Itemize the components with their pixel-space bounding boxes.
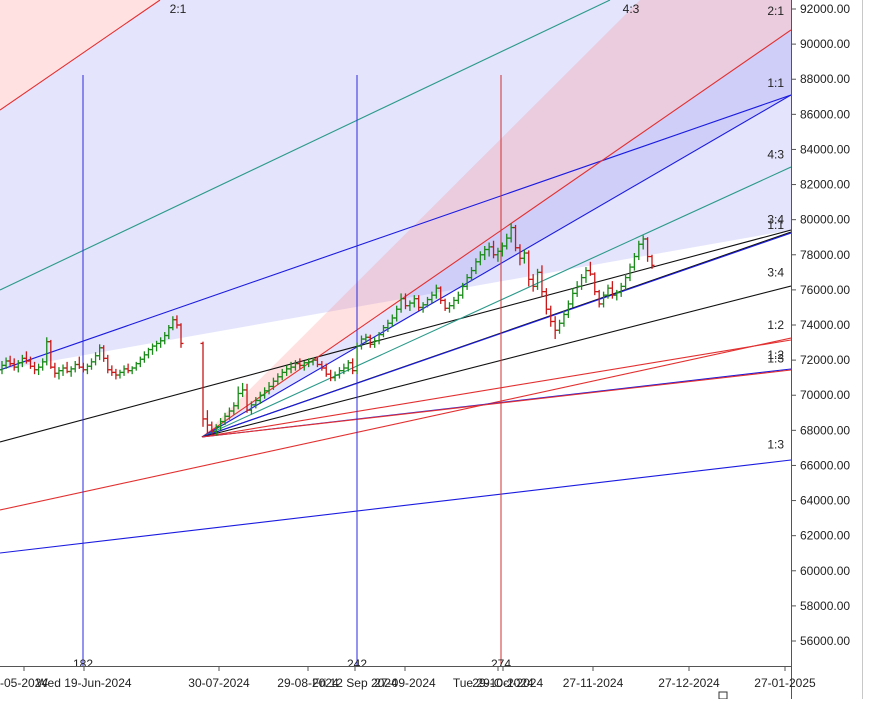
fan-ratio-label: 1:3 — [767, 437, 784, 451]
fan-ratio-label-top: 4:3 — [623, 2, 640, 16]
price-tick-label: 68000.00 — [800, 423, 850, 437]
blue-angle-upper — [0, 94, 791, 371]
teal-angle-upper — [0, 0, 611, 291]
red-angle-lower — [0, 337, 791, 511]
fan-ratio-labels: 2:11:14:33:41:13:41:21:21:31:32:1 4:3 — [170, 2, 785, 451]
price-bar — [649, 254, 655, 269]
price-tick-label: 60000.00 — [800, 564, 850, 578]
price-tick-label: 88000.00 — [800, 72, 850, 86]
price-tick-label: 86000.00 — [800, 107, 850, 121]
price-tick-label: 72000.00 — [800, 353, 850, 367]
date-tick-label: -05-2024 — [0, 676, 48, 690]
price-tick-label: 74000.00 — [800, 318, 850, 332]
price-tick-label: 78000.00 — [800, 248, 850, 262]
teal-fan-4-3 — [201, 166, 791, 438]
fan-ratio-label-top: 2:1 — [170, 2, 187, 16]
black-angle-lower — [0, 229, 791, 443]
red-angle-upper — [0, 0, 161, 111]
price-tick-label: 76000.00 — [800, 283, 850, 297]
price-tick-label: 84000.00 — [800, 142, 850, 156]
fan-ratio-label: 1:2 — [767, 318, 784, 332]
date-tick-label: 27-01-2025 — [754, 676, 816, 690]
price-bar — [178, 323, 184, 348]
red-fan-2-1 — [201, 29, 791, 438]
date-axis-background — [0, 666, 791, 699]
black-fan-3-4-b — [201, 285, 791, 438]
price-bars — [0, 223, 655, 436]
date-tick-label: 27-09-2024 — [374, 676, 436, 690]
price-axis[interactable]: 92000.00 90000.00 88000.00 86000.00 84000.00… — [791, 0, 874, 699]
plot-background — [0, 0, 791, 666]
fan-ratio-label: 3:4 — [767, 213, 784, 227]
date-tick-label: 29-10-2024 — [472, 676, 534, 690]
fan-ratio-label: 3:4 — [767, 265, 784, 279]
price-tick-label: 66000.00 — [800, 458, 850, 472]
red-band-fan — [202, 0, 791, 437]
blue-band-upper — [0, 0, 791, 370]
blue-fan-1-1-b — [201, 232, 791, 438]
red-fan-1-2 — [201, 339, 791, 438]
blue-fan-1-1 — [201, 94, 791, 438]
price-tick-label: 92000.00 — [800, 2, 850, 16]
date-tick-label: Fri 12 Sep 2024 — [312, 676, 398, 690]
date-tick-label: 30-07-2024 — [188, 676, 250, 690]
red-fan-1-3 — [201, 369, 791, 438]
fan-ratio-label: 1:1 — [767, 76, 784, 90]
fan-ratio-label: 2:1 — [767, 4, 784, 18]
price-tick-label: 56000.00 — [800, 634, 850, 648]
fan-ratio-label: 1:3 — [767, 351, 784, 365]
price-tick-label: 58000.00 — [800, 599, 850, 613]
price-tick-label: 70000.00 — [800, 388, 850, 402]
date-tick-label: 27-12-2024 — [658, 676, 720, 690]
price-tick-label: 64000.00 — [800, 494, 850, 508]
date-tick-label: 29-08-2024 — [277, 676, 339, 690]
price-tick-label: 62000.00 — [800, 529, 850, 543]
date-tick-label: Wed 19-Jun-2024 — [36, 676, 132, 690]
price-tick-label: 80000.00 — [800, 213, 850, 227]
price-tick-label: 90000.00 — [800, 37, 850, 51]
date-tick-label: Tue 29-Oct-2024 — [453, 676, 544, 690]
date-tick-label: 27-11-2024 — [563, 676, 624, 690]
fan-ratio-label: 1:2 — [767, 348, 784, 362]
fan-ratio-label: 1:1 — [767, 218, 784, 232]
blue-angle-lower — [0, 459, 791, 554]
price-tick-label: 82000.00 — [800, 178, 850, 192]
price-axis-background — [791, 0, 874, 699]
fan-ratio-label: 4:3 — [767, 148, 784, 162]
gann-fan-lines — [0, 0, 791, 554]
